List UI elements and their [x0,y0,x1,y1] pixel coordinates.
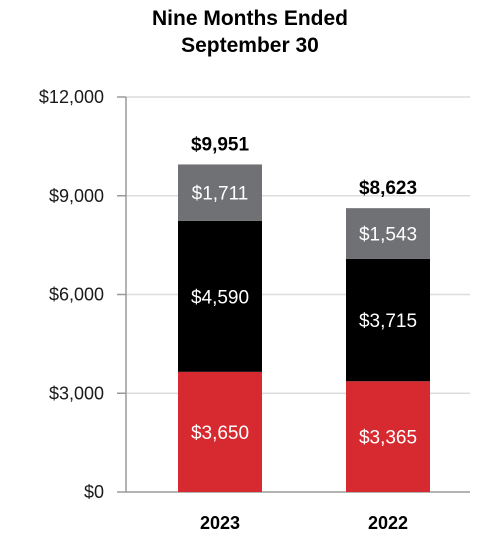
data-labels: $3,650 $4,590 $1,711 $9,951 $3,365 $3,715 $1,5… [191,134,417,448]
segment-label-2022-1: $3,715 [359,311,417,332]
y-axis: $0 $3,000 $6,000 $9,000 $12,000 [39,87,470,502]
x-category-label-2023: 2023 [200,513,240,533]
bar-segment-2023-0 [178,371,262,492]
chart-title-line-1: Nine Months Ended [152,7,348,30]
y-tick-label-6000: $6,000 [49,285,104,305]
bar-segment-2022-0 [346,381,430,492]
segment-label-2023-2: $1,711 [192,184,249,205]
y-tick-label-9000: $9,000 [49,186,104,206]
total-label-2022: $8,623 [359,178,417,199]
segment-label-2022-2: $1,543 [359,225,417,246]
y-tick-label-0: $0 [84,482,104,502]
total-label-2023: $9,951 [191,134,250,155]
x-axis-labels: 2023 2022 [200,513,408,533]
segment-label-2023-1: $4,590 [191,287,249,308]
chart-title: Nine Months Ended September 30 [152,7,348,57]
bar-segment-2023-1 [178,220,262,372]
chart-title-line-2: September 30 [181,34,319,57]
bar-segment-2022-1 [346,258,430,382]
bars [178,164,430,492]
bar-segment-2023-2 [178,164,262,221]
segment-label-2022-0: $3,365 [359,428,417,449]
y-tick-label-3000: $3,000 [49,383,104,403]
segment-label-2023-0: $3,650 [191,423,249,444]
x-category-label-2022: 2022 [368,513,408,533]
y-tick-label-12000: $12,000 [39,87,104,107]
bar-segment-2022-2 [346,208,430,259]
